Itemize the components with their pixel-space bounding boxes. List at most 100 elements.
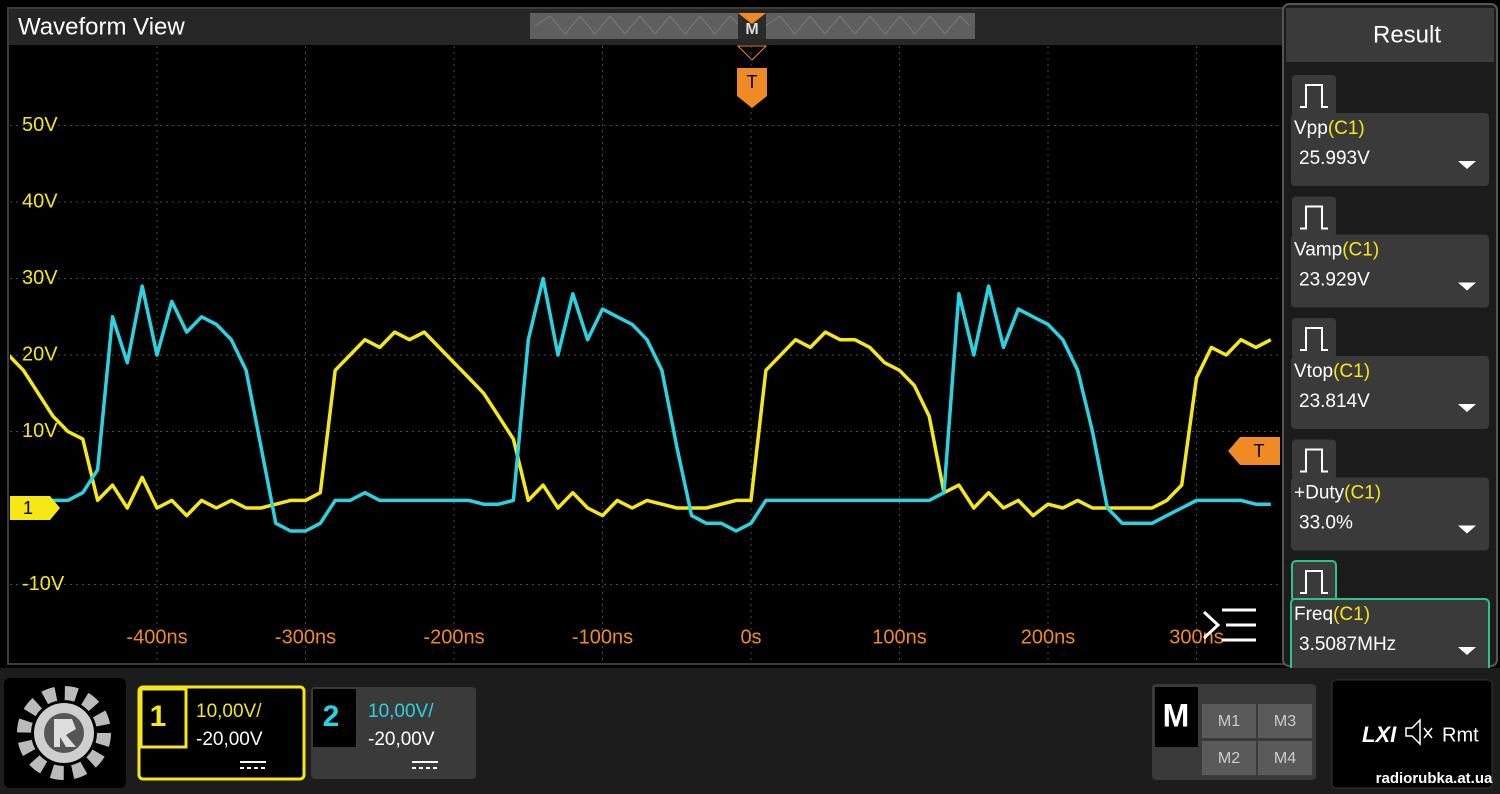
math-button[interactable] [1202,741,1256,775]
measure-label: Vamp(C1) [1294,240,1379,261]
result-panel: Result Vpp(C1)25.993VVamp(C1)23.929VVtop… [1282,3,1498,673]
measure-card[interactable] [1291,356,1489,429]
x-tick-label: -200ns [423,626,484,648]
x-tick-label: 200ns [1021,626,1076,648]
measure-name: Freq [1294,604,1333,625]
measure-icon [1300,327,1328,351]
y-tick-label: 40V [22,190,58,212]
watermark: radiorubka.at.ua [1376,770,1493,787]
measure-source: (C1) [1344,483,1381,504]
panel-header [1286,8,1494,62]
measure-value: 33.0% [1299,513,1353,534]
measure-card[interactable] [1291,234,1489,308]
trigger-position-marker[interactable] [737,68,767,108]
trigger-label: T [747,72,758,92]
channel-scale: 10,00V/ [196,701,262,722]
math-label-box [1155,687,1198,747]
measure-source: (C1) [1328,118,1365,139]
panel-title: Result [1373,21,1441,48]
coupling-icon [240,761,266,769]
measure-icon [1300,205,1328,230]
math-button-label: M4 [1274,750,1296,767]
menu-icon[interactable] [1202,608,1256,642]
trigger-label: T [1254,441,1265,461]
measure-value: 23.814V [1299,391,1370,412]
channel-ground-marker[interactable] [10,496,60,520]
measure-label: Vpp(C1) [1294,118,1365,139]
channel-1-number-box [139,687,188,749]
measure-source: (C1) [1342,240,1379,261]
dropdown-arrow[interactable] [1458,282,1476,291]
measure-label: Freq(C1) [1294,604,1370,625]
gear-logo [17,686,111,780]
x-tick-label: -400ns [126,626,187,648]
measure-source: (C1) [1333,361,1370,382]
channel-2-number-box [313,689,356,747]
dropdown-arrow[interactable] [1458,647,1476,655]
x-tick-label: 300ns [1169,626,1224,648]
math-button-label: M2 [1218,750,1240,767]
math-button[interactable] [1258,704,1312,738]
dropdown-arrow[interactable] [1458,525,1476,534]
memory-marker: M [745,21,758,38]
trigger-position-hint [736,45,768,61]
y-tick-label: 10V [22,420,58,442]
plot-area [10,46,1280,662]
channel-marker-label: 1 [23,498,33,518]
lxi-label: LXI [1362,722,1397,747]
remote-label: Rmt [1442,724,1479,746]
plot-frame [7,7,1285,665]
measure-card[interactable] [1291,113,1489,186]
measure-source: (C1) [1333,604,1370,625]
math-button-label: M1 [1218,713,1240,730]
measure-value: 23.929V [1299,270,1370,291]
memory-marker-arrow [738,13,766,24]
x-tick-label: 100ns [872,626,927,648]
mute-icon [1405,718,1433,746]
channel-number: 1 [150,700,167,733]
overview-wave [534,15,741,35]
measure-icon-box [1292,318,1336,358]
math-button[interactable] [1258,741,1312,775]
measure-icon [1300,448,1328,473]
view-title: Waveform View [18,13,185,40]
measure-icon [1300,570,1328,594]
channel-offset: -20,00V [368,729,435,750]
measure-label: +Duty(C1) [1294,483,1381,504]
measure-name: Vpp [1294,118,1328,139]
y-tick-label: 20V [22,343,58,365]
x-tick-label: 0s [740,626,761,648]
x-tick-label: -300ns [275,626,336,648]
measure-icon-box [1292,75,1336,115]
coupling-icon [412,761,438,769]
trace [10,330,1272,518]
status-box [1331,679,1493,789]
measure-icon [1300,84,1328,108]
dropdown-arrow[interactable] [1458,161,1476,169]
dropdown-arrow[interactable] [1458,404,1476,412]
measure-label: Vtop(C1) [1294,361,1370,382]
math-buttons: M1 M3 M2 M4 [1202,704,1312,775]
channel-offset: -20,00V [196,729,263,750]
overview-wave [764,15,971,35]
measure-icon-box [1291,560,1337,602]
channel-number: 2 [323,700,340,733]
math-button[interactable] [1202,704,1256,738]
measure-name: Vtop [1294,361,1333,382]
trace [10,276,1271,533]
y-tick-label: 30V [22,267,58,289]
y-tick-label: -10V [22,573,65,595]
measure-value: 3.5087MHz [1299,634,1396,655]
measure-name: +Duty [1294,483,1345,504]
math-button-label: M3 [1274,713,1296,730]
channel-scale: 10,00V/ [368,701,434,722]
x-tick-label: -100ns [572,626,633,648]
measure-value: 25.993V [1299,148,1370,169]
y-tick-label: 50V [22,114,58,136]
trigger-level-marker[interactable] [1228,437,1280,465]
measure-card[interactable] [1291,477,1489,551]
measure-icon-box [1292,196,1336,237]
measure-name: Vamp [1294,240,1342,261]
